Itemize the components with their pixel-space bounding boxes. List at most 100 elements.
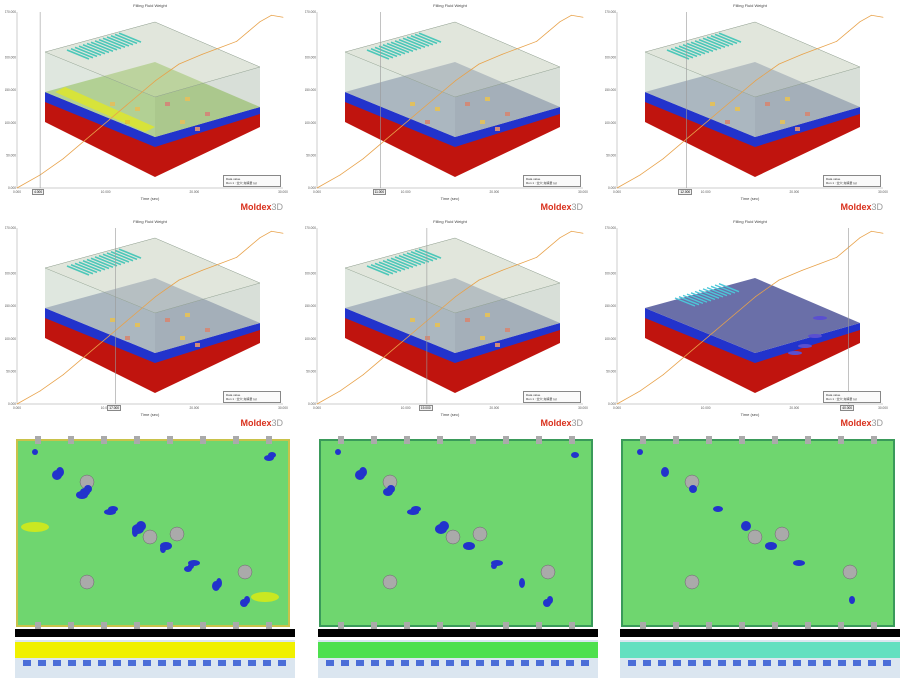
y-tick-label: 0.000 (308, 402, 316, 406)
side-feature (233, 660, 241, 666)
heatsink-fin (66, 265, 90, 276)
y-tick-label: 50.000 (606, 369, 616, 373)
component (495, 343, 500, 347)
boss (237, 564, 253, 580)
cursor-value-box[interactable]: 19.000 (418, 405, 433, 411)
part-top-face (345, 278, 560, 353)
component (435, 323, 440, 327)
legend-header: Data value (826, 393, 841, 397)
side-feature (733, 660, 741, 666)
series-point (518, 263, 520, 265)
boss (169, 526, 185, 542)
heatsink-fin (394, 40, 418, 51)
cursor-value-box[interactable]: 11.000 (372, 189, 387, 195)
y-tick-label: 50.000 (6, 369, 16, 373)
heatsink-fin (678, 296, 700, 306)
side-feature (143, 660, 151, 666)
y-tick-label: 50.000 (306, 153, 316, 157)
x-tick-label: 0.000 (613, 190, 621, 194)
side-feature (566, 660, 574, 666)
side-feature (173, 660, 181, 666)
series-point (385, 138, 387, 140)
cursor-value-box[interactable]: 4.000 (32, 189, 45, 195)
x-tick-label: 0.000 (13, 406, 21, 410)
cursor-value-box[interactable]: 12.000 (678, 189, 693, 195)
clip-tab (673, 436, 679, 444)
heatsink-fin (398, 254, 422, 266)
side-feature (868, 660, 876, 666)
brand-suffix: 3D (571, 202, 583, 212)
y-tick-label: 270.000 (605, 10, 616, 14)
cursor-value-box[interactable]: 17.000 (107, 405, 122, 411)
series-point (882, 16, 884, 18)
clip-tab (706, 436, 712, 444)
air-trap-blob (32, 449, 38, 455)
heatsink-fin (98, 254, 122, 266)
series-point (218, 263, 220, 265)
y-tick-label: 0.000 (608, 186, 616, 190)
air-trap-blob (463, 542, 475, 550)
heatsink-fin (74, 46, 98, 58)
heatsink-fin (710, 34, 734, 46)
air-trap-blob (637, 449, 643, 455)
brand-name: Moldex (840, 202, 872, 212)
heatsink-fin (670, 47, 694, 59)
legend-series: Run 1 : 全穴 充填量 (g) (826, 181, 857, 185)
boss (747, 529, 763, 545)
x-tick-label: 30.000 (578, 190, 588, 194)
heatsink-fin (414, 33, 438, 45)
air-trap-blob (104, 509, 116, 515)
side-feature (823, 660, 831, 666)
clip-tab (739, 436, 745, 444)
clip-tab (167, 436, 173, 444)
moldex-logo: Moldex3D (840, 202, 883, 212)
side-feature (461, 660, 469, 666)
part-top-face (45, 62, 260, 137)
side-feature (98, 660, 106, 666)
cursor-value-box[interactable]: 40.000 (840, 405, 855, 411)
brand-suffix: 3D (871, 418, 883, 428)
series-point (362, 374, 364, 376)
side-feature (113, 660, 121, 666)
x-tick-label: 30.000 (878, 190, 888, 194)
part-blue-layer (645, 92, 860, 147)
heatsink-fin (386, 42, 410, 54)
clip-tab (871, 436, 877, 444)
series-point (236, 40, 238, 42)
y-tick-label: 200.000 (605, 272, 616, 276)
side-feature (643, 660, 651, 666)
clip-tab (338, 436, 344, 444)
heatsink-fin (366, 49, 390, 60)
air-trap-blob (661, 467, 669, 477)
y-tick-label: 50.000 (306, 369, 316, 373)
series-point (385, 354, 387, 356)
x-tick-label: 10.000 (101, 190, 111, 194)
y-tick-label: 200.000 (605, 56, 616, 60)
plot-area: 0.000 50.000 100.000 150.000 200.000 270.000 0… (305, 10, 588, 194)
housing-left (345, 52, 455, 137)
y-tick-label: 270.000 (605, 226, 616, 230)
series-point (455, 80, 457, 81)
air-trap-blob (335, 449, 341, 455)
housing-right (455, 283, 560, 353)
component (805, 112, 810, 116)
heatsink-fin (410, 34, 434, 46)
heatsink-fin (378, 45, 402, 56)
component (180, 336, 185, 340)
side-feature (808, 660, 816, 666)
part-blue-layer (345, 308, 560, 363)
series-point (259, 237, 261, 239)
clip-tab (470, 436, 476, 444)
side-feature (158, 660, 166, 666)
legend: Data value Run 1 : 全穴 充填量 (g) (523, 175, 581, 187)
boss (684, 574, 700, 590)
air-trap (808, 334, 822, 338)
x-axis-label: Time (sec) (140, 196, 160, 201)
air-trap-blob (713, 506, 723, 512)
heatsink-fin (106, 36, 130, 47)
heatsink-fin (98, 38, 122, 50)
component (165, 102, 170, 106)
panel-title: Filling Fluid Weight (433, 219, 467, 224)
y-tick-label: 150.000 (305, 304, 316, 308)
air-trap-blob (571, 452, 579, 458)
